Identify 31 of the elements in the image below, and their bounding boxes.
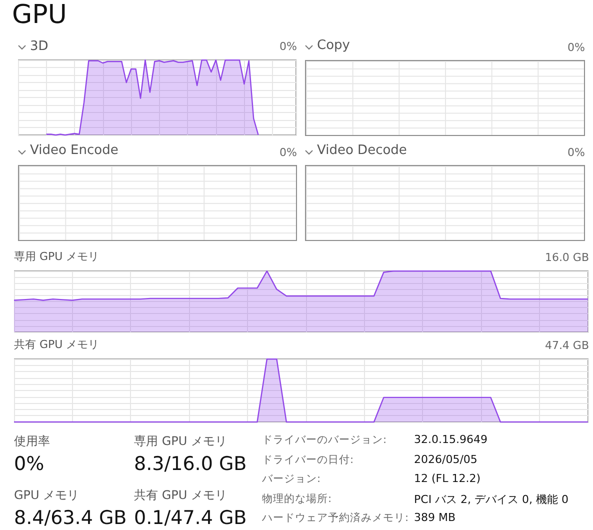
text: 0% — [280, 146, 297, 159]
text: Video Encode — [30, 143, 118, 158]
text: 16.0 GB — [544, 251, 590, 264]
text: 0.1/47.4 GB — [134, 507, 247, 529]
text: 47.4 GB — [544, 339, 590, 352]
text: GPU — [12, 0, 67, 30]
text: ドライバーの日付: — [262, 452, 354, 466]
text: Copy — [317, 38, 350, 53]
text: 0% — [280, 40, 297, 53]
text: 使用率 — [14, 433, 50, 450]
text: 8.3/16.0 GB — [134, 453, 247, 475]
text: 32.0.15.9649 — [414, 433, 488, 446]
text: ドライバーのバージョン: — [262, 433, 387, 447]
text: 0% — [14, 453, 44, 475]
text: Video Decode — [317, 143, 407, 158]
text: 12 (FL 12.2) — [414, 472, 481, 485]
text: 389 MB — [414, 511, 456, 524]
chart-title: 3D — [30, 39, 48, 54]
text: 物理的な場所: — [262, 492, 332, 506]
chart-title: 共有 GPU メモリ — [14, 338, 100, 351]
text: 2026/05/05 — [414, 452, 478, 466]
chart-title: 専用 GPU メモリ — [14, 250, 100, 263]
text: バージョン: — [262, 472, 321, 486]
text: 8.4/63.4 GB — [14, 507, 127, 529]
text: PCI バス 2, デバイス 0, 機能 0 — [414, 492, 569, 506]
text: 0% — [568, 146, 585, 159]
text: ハードウェア予約済みメモリ: — [262, 511, 409, 525]
text: 専用 GPU メモリ — [134, 433, 227, 450]
text: 共有 GPU メモリ — [134, 487, 227, 504]
text: GPU メモリ — [14, 487, 80, 504]
text: 0% — [568, 41, 585, 54]
